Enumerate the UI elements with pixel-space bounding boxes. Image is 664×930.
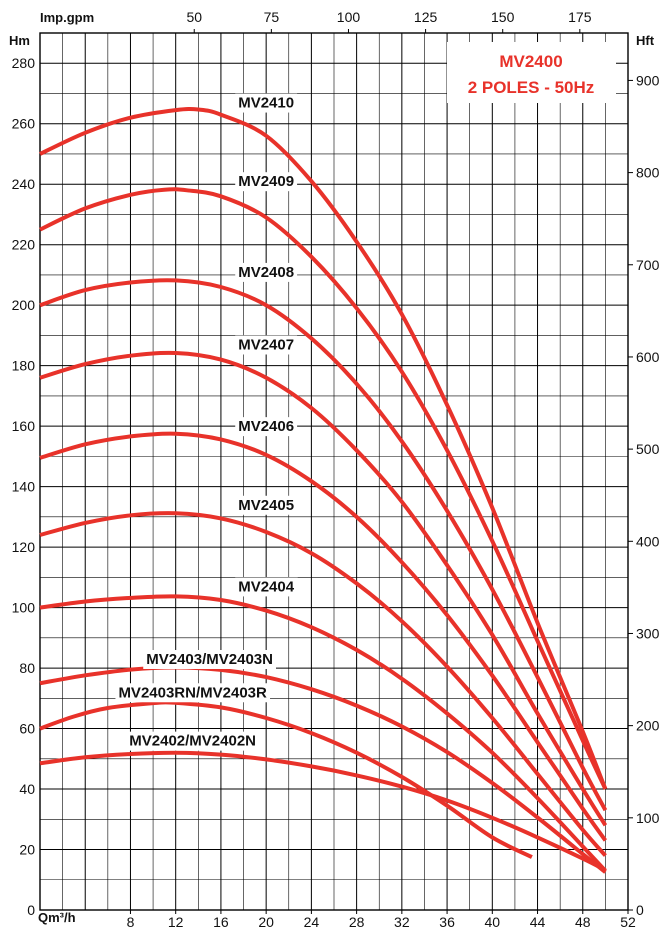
y-tick-label: 280 bbox=[12, 55, 36, 71]
tick-labels: 8 12 16 20 24 28 32 36 40 44 48 52 50 75 100 125 150 175 0… bbox=[12, 9, 660, 930]
curve-mv2404 bbox=[39, 594, 607, 873]
curve-label-bg bbox=[235, 495, 298, 515]
curve-label-mv2409: MV2409 bbox=[238, 173, 294, 190]
right-axis-label: Hft bbox=[636, 33, 655, 48]
top-tick-label: 125 bbox=[414, 9, 438, 25]
curve-label-mv2407: MV2407 bbox=[238, 336, 294, 353]
x-tick-label: 44 bbox=[530, 914, 546, 930]
curve-label-mv2404: MV2404 bbox=[238, 578, 295, 595]
chart-title-box: MV2400 2 POLES - 50Hz bbox=[447, 42, 616, 103]
y-tick-label: 180 bbox=[12, 358, 36, 374]
curve-label-bg bbox=[126, 731, 260, 751]
top-tick-label: 100 bbox=[337, 9, 361, 25]
curve-label-bg bbox=[235, 335, 298, 355]
y-tick-label: 200 bbox=[12, 297, 36, 313]
curve-mv2405 bbox=[39, 511, 607, 857]
right-tick-label: 600 bbox=[636, 349, 660, 365]
top-tick-label: 75 bbox=[264, 9, 280, 25]
curve-label-mv2405: MV2405 bbox=[238, 497, 294, 514]
y-tick-label: 100 bbox=[12, 600, 36, 616]
curve-label-bg bbox=[235, 262, 298, 282]
x-tick-label: 8 bbox=[127, 914, 135, 930]
y-tick-label: 40 bbox=[19, 781, 35, 797]
curve-labels: MV2410 MV2409 MV2408 MV2407 MV2406 MV2405 MV24… bbox=[115, 93, 298, 751]
curve-label-mv2408: MV2408 bbox=[238, 264, 294, 281]
curve-label-bg bbox=[115, 683, 271, 703]
x-tick-label: 16 bbox=[213, 914, 229, 930]
curve-mv2402-mv2402n bbox=[39, 750, 607, 872]
top-tick-label: 150 bbox=[491, 9, 515, 25]
curve-label-bg bbox=[235, 417, 298, 437]
right-tick-label: 400 bbox=[636, 533, 660, 549]
curves bbox=[39, 107, 608, 874]
right-tick-label: 200 bbox=[636, 718, 660, 734]
curve-label-mv2403rn-mv2403r: MV2403RN/MV2403R bbox=[118, 684, 267, 701]
x-tick-label: 32 bbox=[394, 914, 410, 930]
x-tick-label: 52 bbox=[620, 914, 636, 930]
y-tick-label: 0 bbox=[27, 902, 35, 918]
curve-mv2407 bbox=[39, 350, 608, 827]
x-tick-label: 24 bbox=[304, 914, 320, 930]
title-line-poles: 2 POLES - 50Hz bbox=[468, 78, 595, 97]
curve-label-mv2402-mv2402n: MV2402/MV2402N bbox=[129, 733, 256, 750]
y-tick-label: 240 bbox=[12, 176, 36, 192]
x-tick-label: 36 bbox=[439, 914, 455, 930]
curve-mv2406 bbox=[39, 431, 608, 842]
curve-label-bg bbox=[235, 577, 298, 597]
curve-label-bg bbox=[143, 649, 276, 669]
y-tick-label: 60 bbox=[19, 721, 35, 737]
top-tick-label: 175 bbox=[568, 9, 592, 25]
y-tick-label: 120 bbox=[12, 539, 36, 555]
curve-label-mv2406: MV2406 bbox=[238, 418, 294, 435]
curve-label-mv2403-mv2403n: MV2403/MV2403N bbox=[146, 651, 273, 668]
bottom-axis-label: Qm³/h bbox=[38, 910, 76, 925]
y-tick-label: 80 bbox=[19, 660, 35, 676]
right-tick-label: 300 bbox=[636, 625, 660, 641]
x-tick-label: 48 bbox=[575, 914, 591, 930]
right-tick-label: 500 bbox=[636, 441, 660, 457]
curve-mv2410 bbox=[39, 107, 608, 790]
curve-mv2409 bbox=[39, 187, 608, 790]
x-tick-label: 20 bbox=[258, 914, 274, 930]
left-axis-label: Hm bbox=[9, 33, 30, 48]
y-tick-label: 160 bbox=[12, 418, 36, 434]
curve-mv2408 bbox=[39, 278, 608, 812]
top-axis-label: Imp.gpm bbox=[40, 10, 94, 25]
x-tick-label: 12 bbox=[168, 914, 184, 930]
curve-mv2403rn-mv2403r bbox=[39, 700, 533, 859]
y-tick-label: 20 bbox=[19, 842, 35, 858]
right-tick-label: 0 bbox=[636, 902, 644, 918]
y-tick-label: 220 bbox=[12, 237, 36, 253]
curve-mv2403-mv2403n bbox=[39, 665, 607, 874]
title-line-model: MV2400 bbox=[499, 52, 562, 71]
x-tick-label: 40 bbox=[485, 914, 501, 930]
right-tick-label: 800 bbox=[636, 165, 660, 181]
right-tick-label: 700 bbox=[636, 257, 660, 273]
right-tick-label: 900 bbox=[636, 72, 660, 88]
curve-label-bg bbox=[235, 172, 298, 192]
y-tick-label: 260 bbox=[12, 116, 36, 132]
curve-label-bg bbox=[235, 93, 298, 113]
right-tick-label: 100 bbox=[636, 810, 660, 826]
curve-label-mv2410: MV2410 bbox=[238, 95, 294, 112]
y-tick-label: 140 bbox=[12, 479, 36, 495]
plot-frame bbox=[39, 32, 629, 911]
top-tick-label: 50 bbox=[186, 9, 202, 25]
title-background bbox=[447, 42, 616, 103]
x-tick-label: 28 bbox=[349, 914, 365, 930]
axes bbox=[39, 32, 629, 911]
